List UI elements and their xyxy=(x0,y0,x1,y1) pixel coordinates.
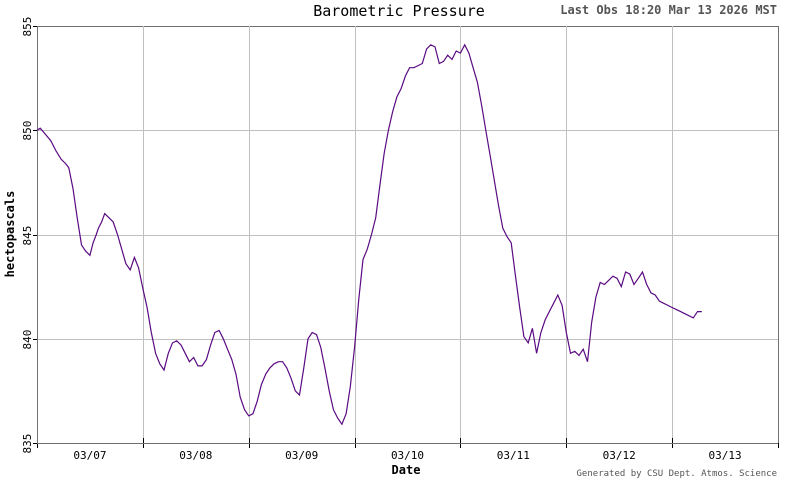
x-tick-label: 03/07 xyxy=(73,449,106,462)
y-axis-tick-labels: 835 840 845 850 855 xyxy=(21,17,34,454)
y-tick-label: 835 xyxy=(21,434,34,454)
x-axis-tick-labels: 03/07 03/08 03/09 03/10 03/11 03/12 03/13 xyxy=(73,449,741,462)
y-tick-label: 845 xyxy=(21,226,34,246)
x-axis-title: Date xyxy=(392,463,421,477)
last-observation-timestamp: Last Obs 18:20 Mar 13 2026 MST xyxy=(560,3,777,17)
axes xyxy=(33,26,779,448)
x-tick-label: 03/10 xyxy=(391,449,424,462)
pressure-line xyxy=(36,43,702,426)
chart-title: Barometric Pressure xyxy=(313,2,485,20)
x-tick-label: 03/11 xyxy=(497,449,530,462)
grid-lines xyxy=(37,26,778,443)
x-tick-label: 03/08 xyxy=(179,449,212,462)
y-tick-label: 840 xyxy=(21,330,34,350)
x-tick-label: 03/13 xyxy=(709,449,742,462)
credit-text: Generated by CSU Dept. Atmos. Science xyxy=(577,469,777,479)
y-axis-title: hectopascals xyxy=(3,191,17,278)
y-tick-label: 855 xyxy=(21,17,34,37)
x-tick-label: 03/12 xyxy=(603,449,636,462)
x-tick-label: 03/09 xyxy=(285,449,318,462)
y-tick-label: 850 xyxy=(21,121,34,141)
